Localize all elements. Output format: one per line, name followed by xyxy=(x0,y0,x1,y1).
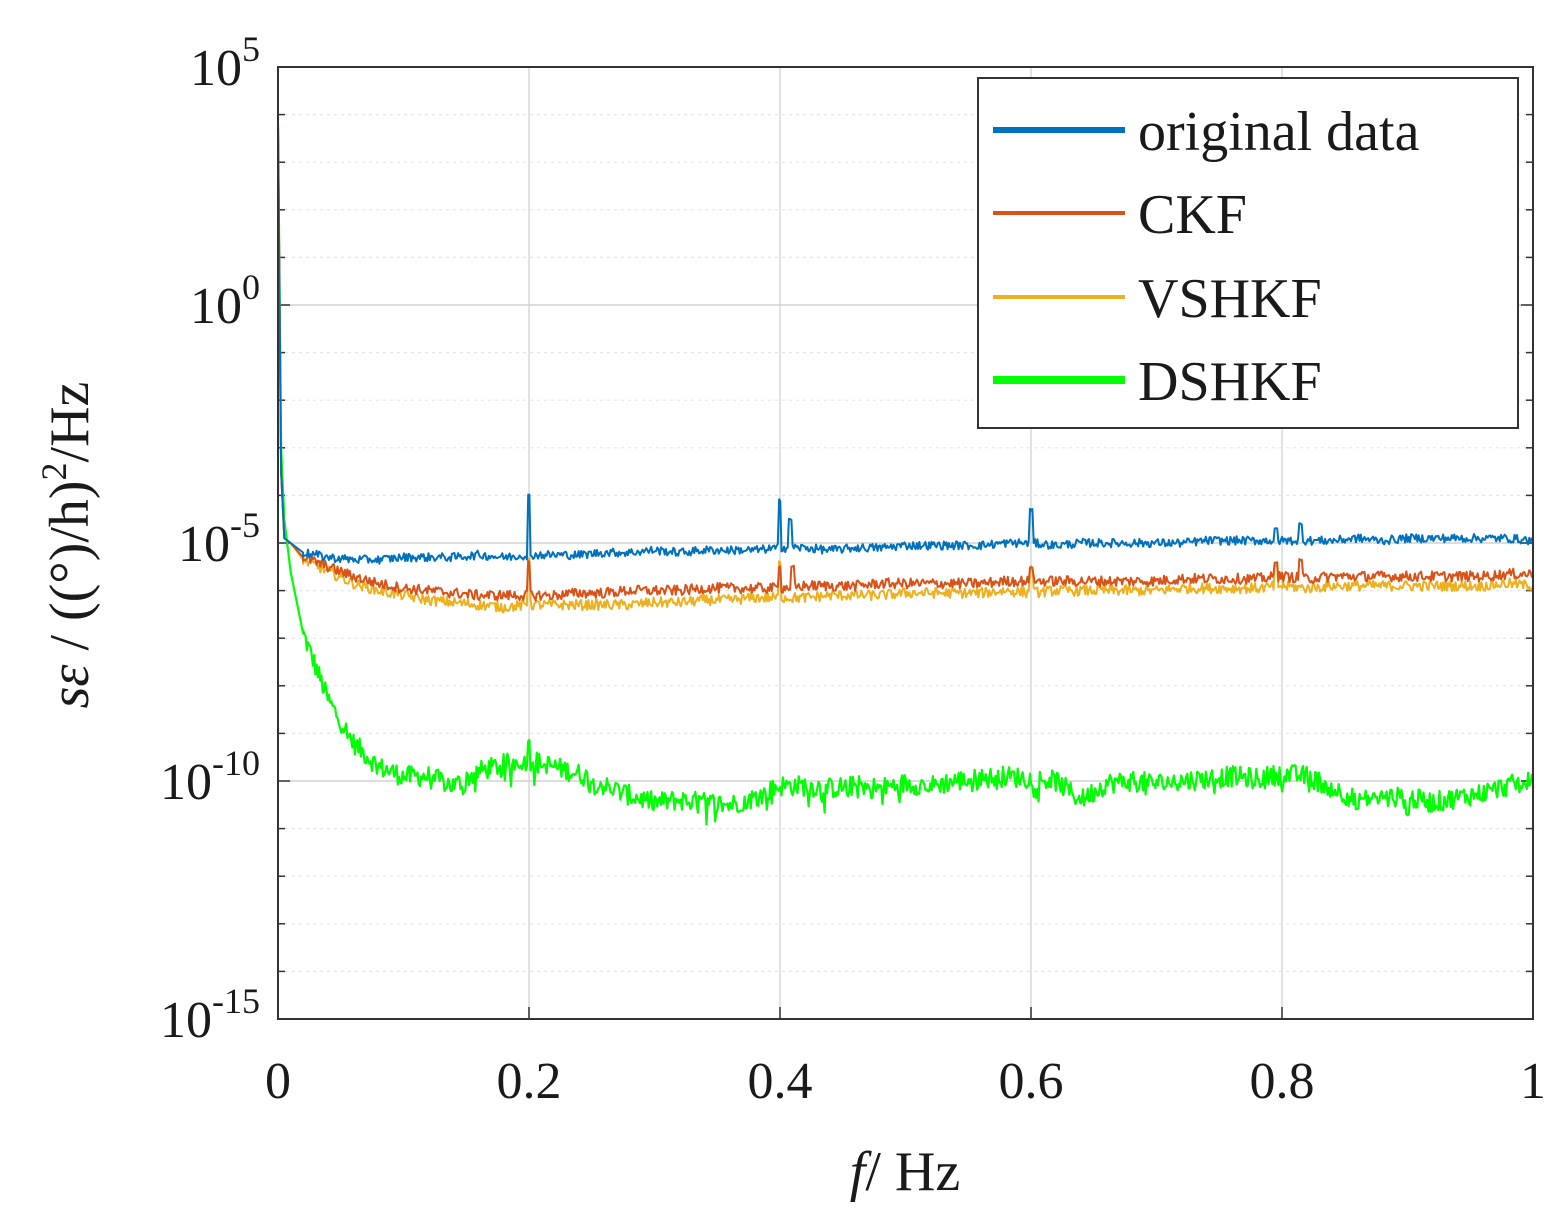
x-axis-title: f/ Hz xyxy=(850,1141,960,1203)
y-axis-title: sε / ((°)/h)2/Hz xyxy=(34,382,101,709)
y-tick-exponent: -15 xyxy=(212,981,260,1021)
series-line-dshkf xyxy=(276,124,1535,826)
legend-label: original data xyxy=(1138,101,1420,163)
x-tick-labels: 0 0.2 0.4 0.6 0.8 1 xyxy=(265,1053,1546,1110)
x-tick-label: 0.4 xyxy=(748,1053,813,1110)
y-tick-label: 10-5 xyxy=(178,505,260,573)
x-tick-label: 0.2 xyxy=(497,1053,562,1110)
y-tick-base: 10 xyxy=(190,278,242,335)
y-tick-label: 10-10 xyxy=(160,743,260,811)
x-tick-label: 0.8 xyxy=(1250,1053,1315,1110)
y-axis-title-var: sε xyxy=(39,664,101,709)
y-tick-exponent: 0 xyxy=(242,267,260,307)
y-tick-label: 105 xyxy=(190,29,260,97)
legend-label: CKF xyxy=(1138,184,1247,246)
y-tick-base: 10 xyxy=(160,992,212,1049)
y-tick-exponent: 5 xyxy=(242,29,260,69)
y-axis-title-sup: 2 xyxy=(34,462,74,480)
series-layer xyxy=(276,124,1535,826)
plot-frame xyxy=(277,66,1534,1020)
y-axis-title-unit: / ((°)/h) xyxy=(39,480,101,664)
series-line-original-data xyxy=(277,124,1534,565)
y-tick-base: 10 xyxy=(190,40,242,97)
y-tick-label: 10-15 xyxy=(160,981,260,1049)
legend-label: DSHKF xyxy=(1138,351,1322,413)
x-tick-label: 0.6 xyxy=(999,1053,1064,1110)
y-tick-base: 10 xyxy=(178,516,230,573)
y-axis-title-tail: /Hz xyxy=(39,382,101,463)
x-tick-label: 1 xyxy=(1520,1053,1546,1110)
series-line-vshkf xyxy=(277,124,1534,614)
y-tick-exponent: -5 xyxy=(230,505,260,545)
y-tick-base: 10 xyxy=(160,754,212,811)
y-tick-label: 100 xyxy=(190,267,260,335)
series-line-ckf xyxy=(277,124,1534,602)
legend-box xyxy=(977,77,1519,429)
x-tick-label: 0 xyxy=(265,1053,291,1110)
y-tick-exponent: -10 xyxy=(212,743,260,783)
legend-label: VSHKF xyxy=(1138,268,1322,330)
legend: original data CKF VSHKF DSHKF xyxy=(977,77,1519,429)
x-axis-title-unit: / Hz xyxy=(865,1141,960,1203)
